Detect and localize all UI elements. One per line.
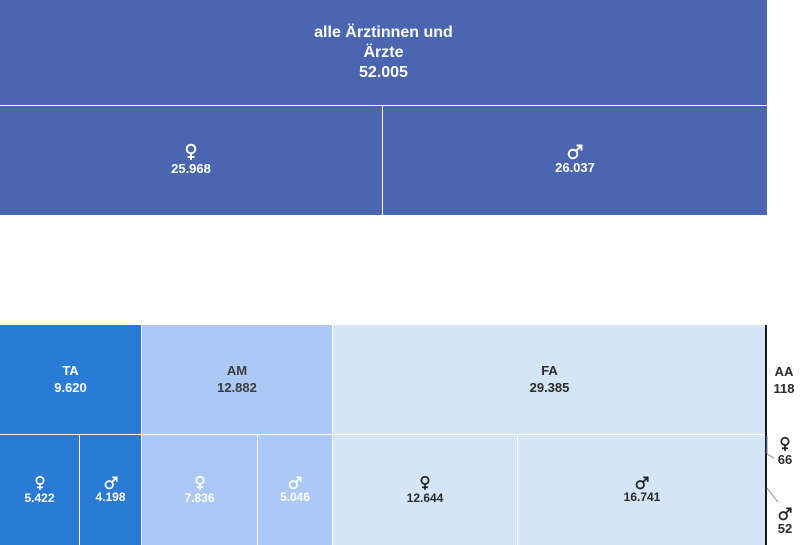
- tile-all-male: 26.037: [383, 106, 767, 215]
- ta-male-value: 4.198: [95, 489, 126, 504]
- aa-leader-lines: [766, 436, 779, 503]
- aa-female-leader-tick: [766, 453, 775, 459]
- male-icon: [770, 507, 800, 521]
- aa-male-leader: [766, 487, 779, 503]
- fa-value: 29.385: [529, 379, 570, 395]
- aa-male-value: 52: [777, 521, 793, 536]
- ta-label: TA: [62, 363, 79, 379]
- aa-label-block: AA 118: [768, 364, 800, 398]
- male-icon: [104, 475, 118, 490]
- all-female-value: 25.968: [171, 161, 211, 177]
- ta-female-value: 5.422: [24, 490, 55, 505]
- aa-value: 118: [773, 380, 795, 396]
- tile-all-female: 25.968: [0, 106, 383, 215]
- tile-ta: TA 9.620: [0, 325, 141, 435]
- female-icon: [419, 475, 431, 491]
- aa-slice-line: [765, 325, 767, 545]
- tile-am-female: 7.836: [141, 435, 258, 545]
- tile-fa: FA 29.385: [332, 325, 766, 435]
- tile-ta-male: 4.198: [80, 435, 141, 545]
- tile-am: AM 12.882: [141, 325, 332, 435]
- fa-male-value: 16.741: [623, 489, 661, 504]
- am-female-value: 7.836: [184, 490, 215, 505]
- aa-label: AA: [774, 364, 794, 379]
- female-icon: [194, 475, 206, 491]
- aa-male-block: 52: [770, 507, 800, 538]
- male-icon: [567, 144, 583, 160]
- all-doctors-value: 52.005: [359, 63, 408, 81]
- all-male-value: 26.037: [555, 160, 595, 176]
- female-icon: [34, 475, 46, 491]
- tile-fa-male: 16.741: [518, 435, 766, 545]
- tile-am-male: 5.046: [258, 435, 332, 545]
- all-doctors-label-line1: alle Ärztinnen und: [314, 23, 453, 41]
- am-male-value: 5.046: [279, 489, 311, 504]
- fa-label: FA: [541, 363, 558, 379]
- female-icon: [770, 436, 800, 452]
- aa-female-value: 66: [777, 452, 793, 467]
- aa-female-block: 66: [770, 436, 800, 469]
- female-icon: [184, 143, 198, 161]
- am-label: AM: [226, 363, 248, 379]
- ta-value: 9.620: [54, 379, 87, 395]
- male-icon: [635, 475, 649, 490]
- tile-ta-female: 5.422: [0, 435, 80, 545]
- tile-fa-female: 12.644: [332, 435, 518, 545]
- all-doctors-label-line2: Ärzte: [363, 43, 404, 61]
- am-value: 12.882: [217, 379, 257, 395]
- tile-all-doctors: alle Ärztinnen und Ärzte 52.005: [0, 0, 767, 106]
- male-icon: [288, 475, 302, 490]
- fa-female-value: 12.644: [406, 490, 444, 505]
